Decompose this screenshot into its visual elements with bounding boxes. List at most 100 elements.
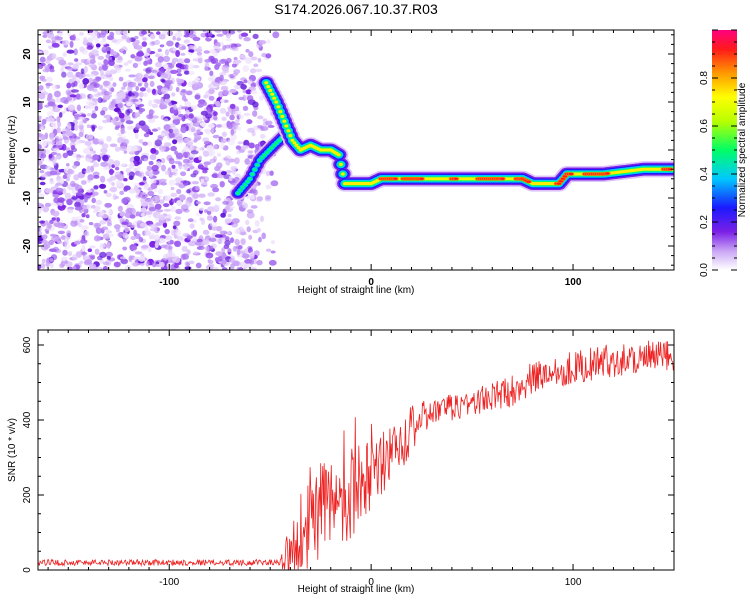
noise-blob — [80, 68, 85, 75]
noise-blob — [50, 151, 58, 156]
noise-blob — [115, 166, 120, 171]
noise-blob — [194, 94, 201, 100]
noise-blob — [109, 101, 115, 109]
noise-blob — [94, 235, 101, 242]
noise-blob — [204, 209, 209, 213]
noise-blob — [176, 200, 183, 206]
noise-blob — [149, 41, 156, 46]
noise-blob — [210, 127, 215, 135]
noise-blob — [106, 228, 110, 235]
noise-blob — [203, 128, 211, 133]
noise-blob — [123, 113, 128, 119]
noise-blob — [246, 263, 253, 269]
noise-blob — [160, 244, 168, 249]
noise-blob — [257, 58, 262, 63]
noise-blob — [53, 197, 60, 204]
noise-blob — [176, 137, 184, 144]
noise-blob — [41, 234, 48, 240]
noise-blob — [181, 106, 188, 110]
noise-blob — [57, 32, 64, 36]
noise-blob — [207, 77, 214, 82]
noise-blob — [128, 255, 133, 263]
noise-blob — [60, 256, 68, 262]
noise-blob — [180, 126, 187, 134]
noise-blob — [86, 191, 93, 196]
main-track-segment — [341, 172, 345, 176]
noise-blob — [265, 170, 271, 177]
noise-blob — [53, 236, 62, 242]
noise-blob — [221, 65, 230, 72]
noise-blob — [168, 157, 174, 161]
noise-blob — [236, 248, 241, 256]
noise-blob — [211, 225, 218, 231]
noise-blob — [256, 227, 261, 233]
noise-blob — [138, 236, 144, 243]
noise-blob — [46, 31, 54, 39]
noise-blob — [79, 46, 85, 53]
noise-blob — [152, 88, 156, 95]
noise-blob — [131, 145, 138, 152]
noise-blob — [84, 259, 92, 265]
noise-blob — [86, 153, 92, 158]
noise-blob — [48, 239, 54, 246]
noise-blob — [176, 73, 183, 77]
noise-blob — [156, 31, 161, 35]
noise-blob — [221, 247, 226, 253]
noise-blob — [50, 156, 57, 163]
noise-blob — [208, 31, 213, 37]
noise-blob — [222, 45, 227, 51]
noise-blob — [187, 154, 196, 159]
noise-blob — [181, 95, 187, 101]
main-track-segment — [280, 114, 285, 118]
noise-blob — [140, 213, 145, 217]
noise-blob — [51, 43, 60, 48]
noise-blob — [161, 164, 166, 172]
noise-blob — [49, 258, 54, 262]
noise-blob — [235, 106, 240, 112]
noise-blob — [66, 163, 70, 167]
noise-blob — [195, 147, 203, 152]
noise-blob — [38, 144, 42, 150]
noise-blob — [169, 123, 176, 128]
noise-blob — [224, 205, 230, 211]
noise-blob — [157, 136, 164, 141]
main-track-segment — [290, 138, 295, 142]
noise-blob — [220, 41, 224, 47]
noise-blob — [52, 84, 57, 91]
noise-blob — [181, 89, 187, 93]
noise-blob — [216, 162, 223, 169]
noise-blob — [132, 244, 137, 250]
main-track-segment — [278, 110, 283, 114]
noise-blob — [74, 62, 82, 66]
noise-blob — [255, 68, 263, 73]
noise-blob — [71, 196, 78, 200]
noise-blob — [164, 80, 171, 87]
noise-blob — [196, 129, 201, 134]
noise-blob — [91, 49, 99, 55]
noise-blob — [163, 203, 170, 208]
noise-blob — [252, 101, 259, 108]
noise-blob — [130, 81, 137, 88]
main-track-segment — [294, 143, 299, 147]
noise-blob — [170, 192, 178, 198]
noise-blob — [107, 94, 113, 98]
noise-blob — [226, 122, 233, 129]
noise-blob — [92, 98, 99, 102]
noise-blob — [57, 230, 66, 235]
noise-blob — [250, 205, 258, 209]
secondary-track-segment — [262, 153, 267, 157]
noise-blob — [45, 82, 53, 87]
noise-blob — [213, 144, 218, 150]
noise-blob — [76, 104, 82, 112]
noise-blob — [79, 219, 85, 223]
noise-blob — [112, 117, 117, 125]
hotspot-core — [568, 172, 574, 176]
noise-blob — [202, 169, 208, 174]
noise-blob — [170, 186, 175, 191]
noise-blob — [117, 137, 124, 144]
noise-blob — [126, 37, 132, 44]
noise-blob — [49, 180, 55, 185]
noise-blob — [121, 197, 128, 204]
noise-blob — [52, 194, 60, 198]
